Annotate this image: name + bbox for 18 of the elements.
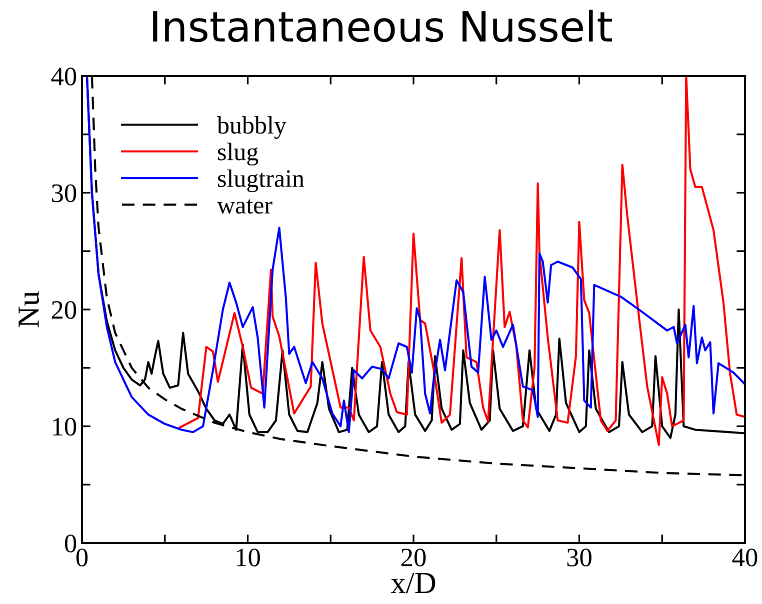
y-tick-label: 0	[64, 534, 76, 552]
y-tick-label: 30	[52, 184, 76, 202]
x-tick-label: 40	[732, 548, 758, 566]
legend-label: slugtrain	[218, 169, 304, 192]
y-tick-label: 10	[53, 418, 76, 436]
legend-label: slug	[218, 142, 258, 166]
x-tick-label: 10	[236, 548, 260, 566]
chart-title: Instantaneous Nusselt	[153, 10, 612, 42]
y-axis-title: Nu	[18, 291, 39, 328]
x-tick-label: 20	[401, 548, 426, 566]
legend-label: water	[217, 199, 272, 214]
line-series	[178, 76, 745, 446]
x-axis-title: x/D	[390, 572, 436, 594]
x-tick-label: 30	[567, 548, 592, 566]
y-tick-label: 40	[51, 68, 76, 86]
y-tick-label: 20	[52, 301, 76, 319]
x-tick-label: 0	[76, 548, 88, 566]
legend-label: bubbly	[217, 116, 286, 139]
